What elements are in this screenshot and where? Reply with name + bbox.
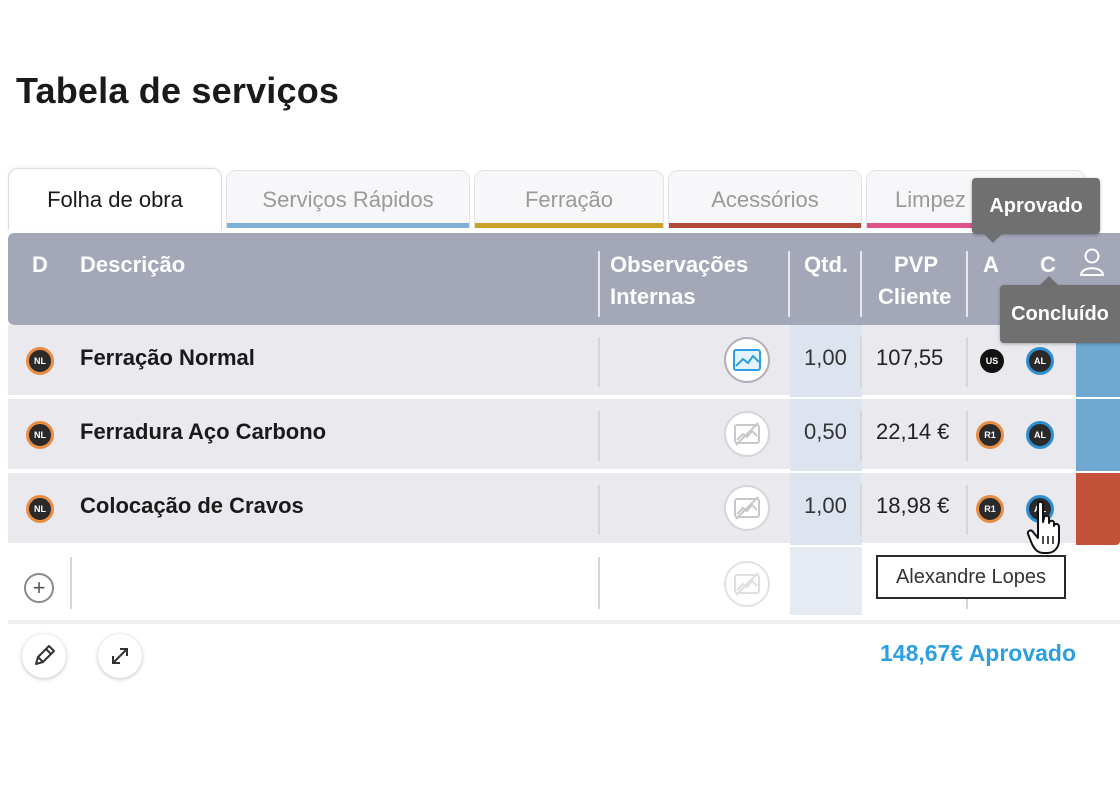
tab-label: Folha de obra bbox=[47, 186, 183, 212]
header-pvp-line1[interactable]: PVP bbox=[894, 252, 939, 277]
approved-by-badge[interactable]: US bbox=[980, 349, 1004, 373]
table-row[interactable]: NL Ferradura Aço Carbono 0,50 22,14 € R1… bbox=[8, 399, 1120, 471]
tab-label: Acessórios bbox=[711, 186, 819, 212]
row-description[interactable]: Ferração Normal bbox=[80, 345, 255, 370]
approved-by-badge[interactable]: R1 bbox=[976, 421, 1004, 449]
qty-column-bg bbox=[790, 547, 862, 615]
row-qty[interactable]: 1,00 bbox=[804, 345, 847, 370]
header-qtd[interactable]: Qtd. bbox=[804, 252, 848, 277]
tab-label: Limpez bbox=[895, 186, 966, 212]
column-divider bbox=[598, 485, 600, 535]
header-divider bbox=[598, 251, 600, 317]
hand-cursor-icon bbox=[1026, 500, 1066, 556]
tooltip-arrow bbox=[1040, 276, 1058, 285]
column-divider bbox=[598, 411, 600, 461]
service-type-badge: NL bbox=[26, 347, 54, 375]
tab-label: Ferração bbox=[524, 186, 614, 212]
tooltip-aprovado: Aprovado bbox=[972, 178, 1100, 234]
tooltip-text: Aprovado bbox=[989, 194, 1083, 217]
qty-column-bg bbox=[790, 399, 862, 471]
edit-button[interactable] bbox=[22, 634, 66, 678]
header-pvp-line2: Cliente bbox=[878, 284, 952, 309]
tooltip-text: Concluído bbox=[1011, 302, 1109, 325]
header-divider bbox=[788, 251, 790, 317]
page-title: Tabela de serviços bbox=[16, 70, 340, 111]
tab-ferracao[interactable]: Ferração bbox=[474, 170, 664, 228]
add-row-button[interactable]: + bbox=[24, 573, 54, 603]
column-divider bbox=[966, 337, 968, 387]
table-footer-line bbox=[8, 620, 1120, 624]
tab-bar: Folha de obra Serviços Rápidos Ferração … bbox=[8, 168, 1120, 230]
service-type-badge: NL bbox=[26, 495, 54, 523]
row-pvp[interactable]: 18,98 € bbox=[876, 493, 950, 518]
qty-column-bg bbox=[790, 473, 862, 545]
header-c[interactable]: C bbox=[1040, 252, 1056, 277]
completed-by-badge[interactable]: AL bbox=[1026, 421, 1054, 449]
header-observacoes-line1[interactable]: Observações bbox=[610, 252, 749, 277]
completed-by-badge[interactable]: AL bbox=[1026, 347, 1054, 375]
tooltip-arrow bbox=[984, 234, 1002, 243]
tab-servicos-rapidos[interactable]: Serviços Rápidos bbox=[226, 170, 470, 228]
row-status-strip bbox=[1076, 399, 1120, 471]
image-off-icon bbox=[734, 572, 760, 596]
service-type-badge: NL bbox=[26, 421, 54, 449]
internal-notes-button[interactable] bbox=[724, 561, 770, 607]
internal-notes-button[interactable] bbox=[724, 411, 770, 457]
tooltip-concluido: Concluído bbox=[1000, 285, 1120, 343]
qty-column-bg bbox=[790, 325, 862, 397]
header-d[interactable]: D bbox=[32, 252, 48, 277]
row-qty[interactable]: 1,00 bbox=[804, 493, 847, 518]
tab-color-bar bbox=[227, 223, 469, 228]
approved-by-badge[interactable]: R1 bbox=[976, 495, 1004, 523]
header-divider bbox=[860, 251, 862, 317]
tooltip-user-name: Alexandre Lopes bbox=[876, 555, 1066, 599]
expand-icon bbox=[112, 648, 128, 664]
row-description[interactable]: Colocação de Cravos bbox=[80, 493, 304, 518]
column-divider bbox=[860, 411, 862, 461]
row-pvp[interactable]: 22,14 € bbox=[876, 419, 950, 444]
column-divider bbox=[966, 411, 968, 461]
user-icon[interactable] bbox=[1078, 247, 1106, 277]
tab-label: Serviços Rápidos bbox=[262, 186, 434, 212]
table-row[interactable]: NL Ferração Normal 1,00 107,55 US AL bbox=[8, 325, 1120, 397]
expand-button[interactable] bbox=[98, 634, 142, 678]
image-off-icon bbox=[734, 422, 760, 446]
total-approved-label: 148,67€ Aprovado bbox=[880, 640, 1077, 666]
header-a[interactable]: A bbox=[983, 252, 999, 277]
internal-notes-button[interactable] bbox=[724, 337, 770, 383]
tab-color-bar bbox=[475, 223, 663, 228]
column-divider bbox=[860, 337, 862, 387]
tab-folha-de-obra[interactable]: Folha de obra bbox=[8, 168, 222, 230]
header-descricao[interactable]: Descrição bbox=[80, 252, 186, 277]
image-off-icon bbox=[734, 496, 760, 520]
row-status-strip bbox=[1076, 473, 1120, 545]
tooltip-text: Alexandre Lopes bbox=[895, 565, 1047, 588]
row-qty[interactable]: 0,50 bbox=[804, 419, 847, 444]
row-pvp[interactable]: 107,55 bbox=[876, 345, 944, 370]
column-divider bbox=[598, 337, 600, 387]
tab-acessorios[interactable]: Acessórios bbox=[668, 170, 862, 228]
column-divider bbox=[70, 557, 72, 609]
header-observacoes-line2: Internas bbox=[610, 284, 696, 309]
table-row[interactable]: NL Colocação de Cravos 1,00 18,98 € R1 A… bbox=[8, 473, 1120, 545]
column-divider bbox=[860, 485, 862, 535]
column-divider bbox=[598, 557, 600, 609]
internal-notes-button[interactable] bbox=[724, 485, 770, 531]
row-description[interactable]: Ferradura Aço Carbono bbox=[80, 419, 327, 444]
header-divider bbox=[966, 251, 968, 317]
image-icon bbox=[733, 349, 761, 371]
pencil-icon bbox=[35, 645, 55, 665]
tab-color-bar bbox=[669, 223, 861, 228]
column-divider bbox=[966, 485, 968, 535]
table-header: D Descrição Observações Internas Qtd. PV… bbox=[8, 233, 1120, 325]
